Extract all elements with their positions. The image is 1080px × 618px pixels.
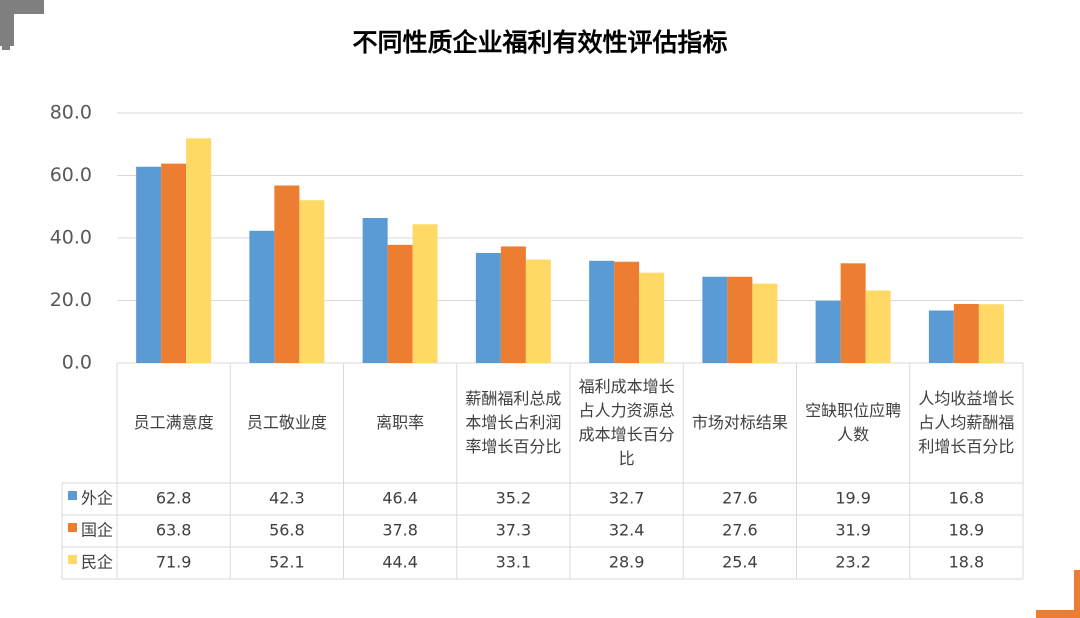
corner-decoration: [1036, 570, 1080, 618]
bar: [865, 290, 891, 363]
table-value: 46.4: [382, 489, 418, 508]
table-value: 31.9: [835, 521, 871, 540]
bar: [274, 185, 300, 363]
table-value: 32.7: [609, 489, 645, 508]
table-value: 42.3: [269, 489, 305, 508]
bar: [639, 272, 665, 363]
bar: [815, 300, 841, 363]
legend-swatch: [68, 523, 77, 532]
bar: [727, 276, 753, 363]
table-value: 25.4: [722, 553, 758, 572]
x-tick-label: 员工敬业度: [246, 413, 327, 432]
legend-label: 外企: [81, 489, 113, 508]
x-tick-label: 市场对标结果: [691, 413, 788, 432]
y-tick-label: 0.0: [62, 352, 92, 374]
legend-swatch: [68, 555, 77, 564]
bar: [752, 283, 778, 363]
bar: [412, 224, 438, 363]
bar: [953, 303, 979, 363]
x-tick-label: 员工满意度: [133, 413, 214, 432]
bar: [614, 261, 640, 363]
table-value: 27.6: [722, 521, 758, 540]
table-value: 32.4: [609, 521, 645, 540]
bar: [299, 200, 325, 363]
legend-swatch: [68, 491, 77, 500]
bar: [500, 246, 526, 363]
x-tick-label: 人均收益增长占人均薪酬福利增长百分比: [918, 389, 1015, 456]
bar: [840, 263, 866, 363]
table-value: 63.8: [156, 521, 192, 540]
table-value: 35.2: [496, 489, 532, 508]
bar: [525, 259, 551, 363]
bar: [702, 276, 728, 363]
table-value: 27.6: [722, 489, 758, 508]
bar: [161, 163, 187, 363]
bar: [475, 253, 501, 363]
table-value: 37.3: [496, 521, 532, 540]
bar: [589, 260, 615, 363]
bar: [136, 166, 162, 363]
table-value: 62.8: [156, 489, 192, 508]
x-tick-label: 离职率: [376, 413, 425, 432]
table-value: 52.1: [269, 553, 305, 572]
legend-label: 国企: [81, 521, 113, 540]
y-tick-label: 20.0: [50, 289, 92, 311]
bar: [186, 138, 212, 363]
bar: [249, 230, 275, 363]
table-value: 56.8: [269, 521, 305, 540]
table-value: 23.2: [835, 553, 871, 572]
table-value: 33.1: [496, 553, 532, 572]
bar: [928, 310, 954, 363]
bar: [387, 244, 413, 363]
table-value: 71.9: [156, 553, 192, 572]
legend-label: 民企: [81, 553, 113, 572]
table-value: 16.8: [949, 489, 985, 508]
bar: [978, 304, 1004, 363]
x-tick-label: 福利成本增长占人力资源总成本增长百分比: [578, 377, 675, 468]
chart-title: 不同性质企业福利有效性评估指标: [352, 28, 727, 57]
y-tick-label: 60.0: [50, 164, 92, 186]
x-tick-label: 薪酬福利总成本增长占利润率增长百分比: [465, 389, 562, 456]
bar: [362, 218, 388, 363]
y-tick-label: 80.0: [50, 102, 92, 124]
y-tick-label: 40.0: [50, 227, 92, 249]
table-value: 44.4: [382, 553, 418, 572]
table-value: 18.9: [949, 521, 985, 540]
table-value: 19.9: [835, 489, 871, 508]
table-value: 37.8: [382, 521, 418, 540]
table-value: 28.9: [609, 553, 645, 572]
corner-decoration: [0, 0, 44, 50]
x-tick-label: 空缺职位应聘人数: [805, 401, 902, 444]
table-value: 18.8: [949, 553, 985, 572]
